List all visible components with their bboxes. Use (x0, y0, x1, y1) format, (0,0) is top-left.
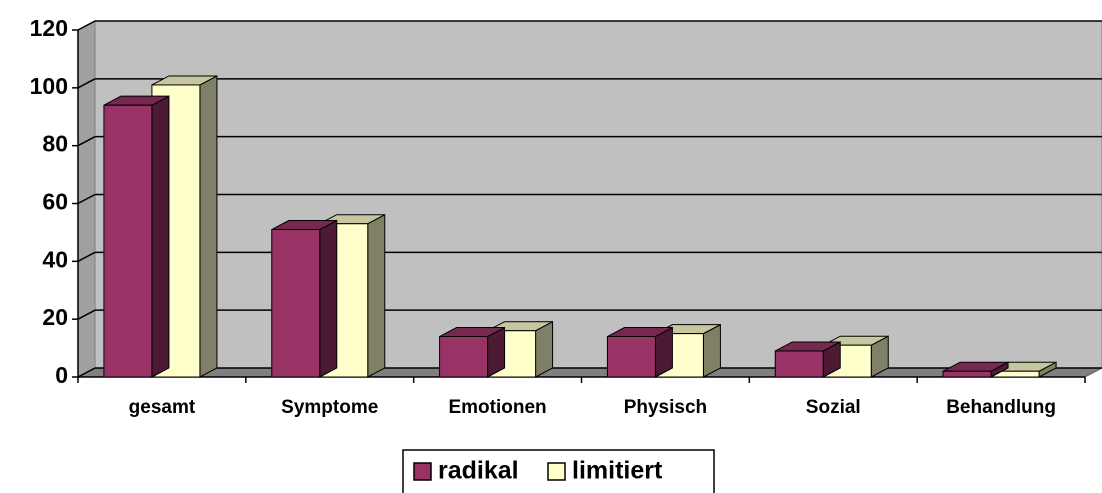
bar-side (199, 75, 218, 378)
y-tick-label: 20 (42, 304, 68, 330)
legend-swatch (413, 462, 432, 481)
grid-line-side (77, 78, 96, 89)
grid-line-side (77, 193, 96, 205)
x-tick-label: Symptome (281, 397, 378, 418)
grid-line-side (77, 251, 96, 262)
grid-line-side (77, 20, 96, 31)
bar (103, 104, 153, 378)
legend-label: limitiert (572, 457, 663, 485)
grid-line-side (77, 309, 96, 320)
y-tick-label: 80 (42, 131, 68, 157)
bar-side (151, 95, 170, 378)
legend-swatch (547, 462, 566, 481)
grid-line-side (77, 136, 96, 147)
y-tick-label: 100 (30, 73, 68, 99)
bar-side (367, 213, 386, 378)
bar (774, 350, 824, 378)
y-tick-label: 120 (30, 15, 68, 41)
grid-line-side (77, 367, 96, 378)
bar (606, 336, 656, 378)
bar (271, 229, 321, 378)
x-tick-label: Emotionen (448, 397, 546, 418)
bar-side (319, 219, 338, 378)
x-tick-label: Sozial (806, 397, 861, 418)
bar-side (535, 320, 554, 378)
x-tick-label: gesamt (129, 397, 196, 418)
bar (942, 370, 992, 378)
x-tick-label: Physisch (624, 397, 707, 418)
y-tick-label: 60 (42, 189, 68, 215)
legend-label: radikal (438, 457, 519, 485)
y-tick-label: 0 (55, 362, 68, 388)
x-tick-label: Behandlung (946, 397, 1056, 418)
y-tick-label: 40 (42, 246, 68, 272)
bar (439, 336, 489, 378)
